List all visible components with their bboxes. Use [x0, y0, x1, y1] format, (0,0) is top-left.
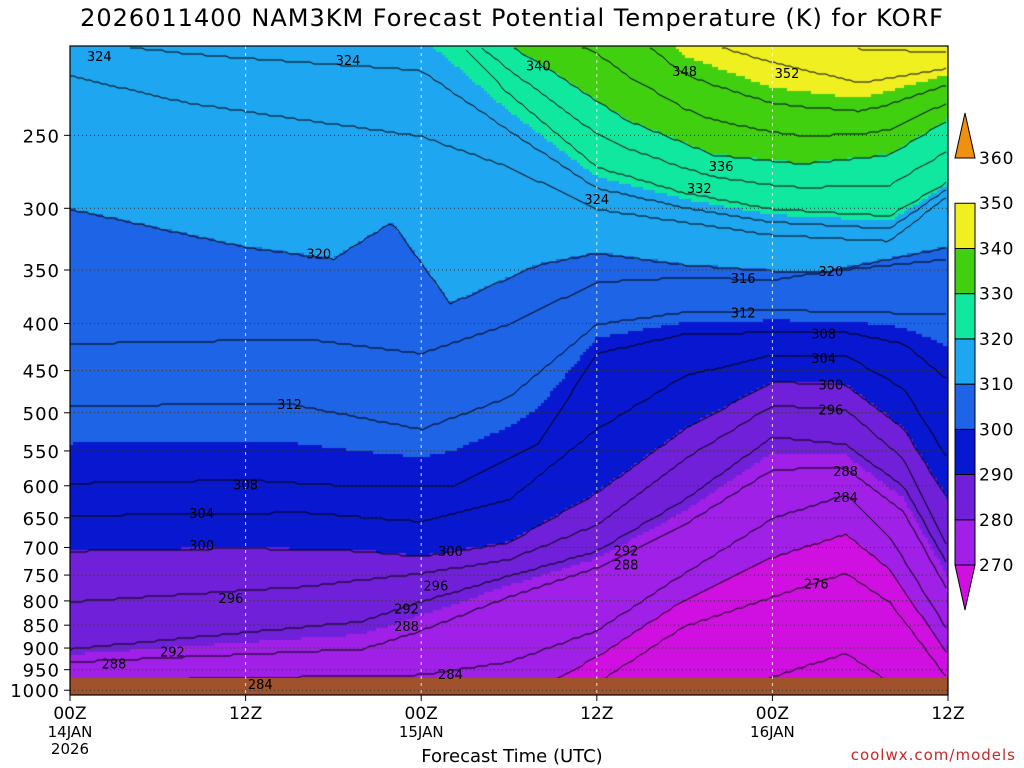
- contour-label: 348: [672, 65, 697, 80]
- y-tick-label: 300: [23, 199, 60, 220]
- contour-label: 304: [811, 352, 836, 367]
- y-tick-label: 800: [23, 592, 60, 613]
- colorbar-label: 280: [979, 511, 1014, 531]
- contour-label: 292: [160, 646, 185, 661]
- contour-label: 292: [394, 602, 419, 617]
- x-date-label: 15JAN: [399, 723, 444, 741]
- contour-label: 312: [277, 398, 302, 413]
- contour-label: 332: [687, 182, 712, 197]
- contour-label: 296: [423, 580, 448, 595]
- contour-label: 288: [614, 558, 639, 573]
- contour-label: 308: [811, 327, 836, 342]
- contour-label: 284: [833, 491, 858, 506]
- contour-label: 300: [819, 379, 844, 394]
- y-tick-label: 850: [23, 616, 60, 637]
- contour-label: 276: [804, 578, 829, 593]
- y-tick-label: 250: [23, 126, 60, 147]
- credit-link[interactable]: coolwx.com/models: [850, 746, 1016, 764]
- x-tick-label: 12Z: [229, 704, 262, 724]
- colorbar-segment: [954, 202, 976, 249]
- colorbar-label: 310: [979, 375, 1014, 395]
- colorbar-segment: [954, 428, 976, 476]
- colorbar-segment: [954, 293, 976, 340]
- x-axis-label: Forecast Time (UTC): [421, 746, 603, 767]
- contour-label: 288: [394, 620, 419, 635]
- contour-label: 324: [584, 193, 609, 208]
- x-date-label: 16JAN: [750, 723, 795, 741]
- contour-label: 300: [438, 545, 463, 560]
- colorbar-label: 270: [979, 556, 1014, 576]
- contour-label: 284: [438, 668, 463, 683]
- colorbar-label: 300: [979, 420, 1014, 440]
- x-tick-label: 00Z: [405, 704, 438, 724]
- y-tick-label: 550: [23, 442, 60, 463]
- y-tick-label: 600: [23, 477, 60, 498]
- y-tick-label: 750: [23, 566, 60, 587]
- ground-strip: [70, 678, 948, 695]
- contour-label: 304: [189, 507, 214, 522]
- y-tick-label: 450: [23, 362, 60, 383]
- contour-label: 320: [306, 248, 331, 263]
- colorbar-label: 340: [979, 239, 1014, 259]
- contour-label: 308: [233, 478, 258, 493]
- y-tick-label: 400: [23, 314, 60, 335]
- colorbar-segment: [954, 564, 976, 611]
- x-tick-label: 12Z: [931, 704, 964, 724]
- colorbar-label: 290: [979, 466, 1014, 486]
- colorbar-segment: [954, 247, 976, 295]
- y-tick-label: 350: [23, 261, 60, 282]
- colorbar-segment: [954, 112, 976, 159]
- x-date-label: 14JAN: [48, 723, 93, 741]
- x-tick-label: 00Z: [756, 704, 789, 724]
- y-tick-label: 500: [23, 404, 60, 425]
- contour-label: 340: [526, 60, 551, 75]
- y-tick-label: 650: [23, 509, 60, 530]
- contour-label: 324: [336, 54, 361, 69]
- colorbar-label: 350: [979, 194, 1014, 214]
- contour-label: 324: [87, 50, 112, 65]
- chart-title: 2026011400 NAM3KM Forecast Potential Tem…: [80, 4, 944, 32]
- colorbar-label: 320: [979, 330, 1014, 350]
- contour-label: 316: [731, 272, 756, 287]
- contour-label: 288: [101, 657, 126, 672]
- colorbar-label: 330: [979, 285, 1014, 305]
- colorbar-segment: [954, 383, 976, 430]
- x-tick-label: 12Z: [580, 704, 613, 724]
- contour-label: 284: [248, 678, 273, 693]
- y-tick-label: 1000: [10, 681, 60, 702]
- plot-frame: [69, 45, 949, 696]
- contour-label: 288: [833, 465, 858, 480]
- y-tick-label: 900: [23, 639, 60, 660]
- contour-label: 296: [219, 592, 244, 607]
- contour-label: 300: [189, 539, 214, 554]
- y-tick-label: 950: [23, 661, 60, 682]
- y-tick-label: 700: [23, 538, 60, 559]
- contour-label: 320: [819, 265, 844, 280]
- colorbar-segment: [954, 474, 976, 521]
- contour-label: 312: [731, 306, 756, 321]
- colorbar-segment: [954, 519, 976, 566]
- colorbar-segment: [954, 338, 976, 385]
- contour-label: 352: [775, 67, 800, 82]
- x-year-label: 2026: [51, 740, 89, 758]
- x-tick-label: 00Z: [53, 704, 86, 724]
- colorbar-label: 360: [979, 149, 1014, 169]
- contour-label: 336: [709, 160, 734, 175]
- contour-label: 292: [614, 544, 639, 559]
- theta-field: [70, 46, 948, 695]
- contour-label: 296: [819, 404, 844, 419]
